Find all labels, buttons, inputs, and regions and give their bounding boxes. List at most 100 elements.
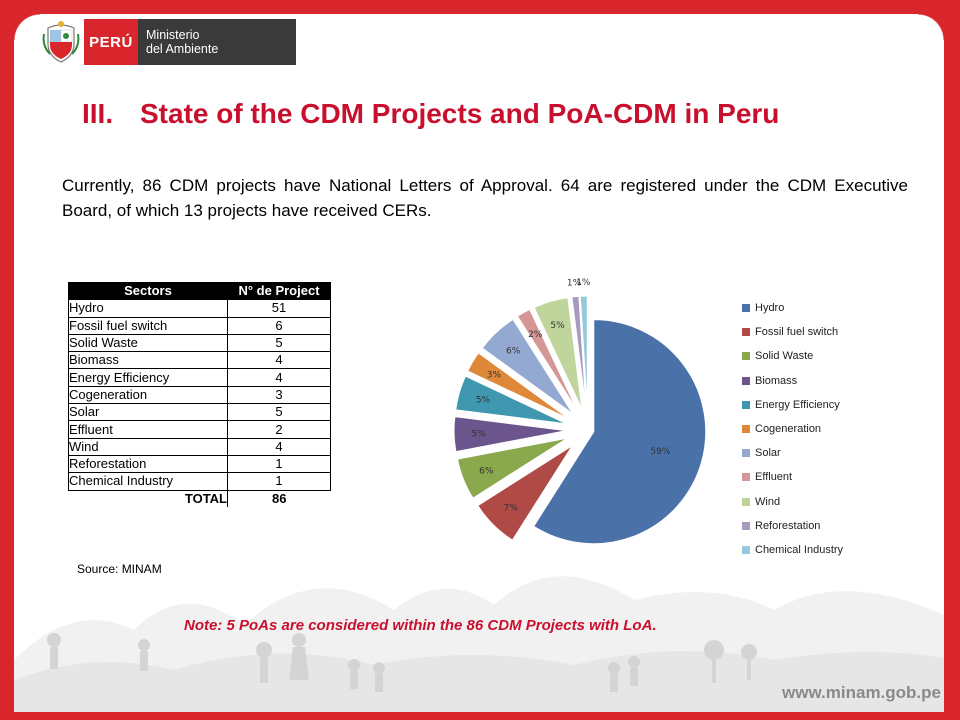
sector-cell: Solid Waste <box>68 333 228 353</box>
count-cell: 4 <box>227 368 331 387</box>
ministry-line-2: del Ambiente <box>146 42 219 56</box>
sector-cell: Cogeneration <box>68 385 228 405</box>
pie-slice-energy-efficiency <box>455 375 568 425</box>
legend-label: Hydro <box>755 302 785 315</box>
data-label-reforestation: 1% <box>567 279 582 289</box>
sector-cell: Chemical Industry <box>68 472 228 491</box>
legend-swatch <box>742 497 750 506</box>
legend-label: Wind <box>755 495 781 508</box>
table-row: Solar 5 <box>68 403 331 422</box>
ministry-label: Ministerio del Ambiente <box>138 19 296 65</box>
note-text: Note: 5 PoAs are considered within the 8… <box>184 617 657 634</box>
legend-swatch <box>742 473 750 482</box>
slide-title: III. State of the CDM Projects and PoA-CD… <box>82 98 882 130</box>
pie-slice-solid-waste <box>456 437 568 499</box>
legend-item: Fossil fuel switch <box>742 320 843 344</box>
frame-left <box>0 0 14 720</box>
data-label-chemical-industry: 1% <box>576 278 591 288</box>
coat-of-arms-icon <box>42 21 80 63</box>
data-label-cogeneration: 3% <box>487 370 502 380</box>
data-label-biomass: 5% <box>472 429 487 439</box>
source-label: Source: MINAM <box>77 562 162 576</box>
header-project-count: N° de Project <box>227 281 331 301</box>
legend-label: Effluent <box>755 471 793 484</box>
legend-swatch <box>742 376 750 385</box>
table-header-row: Sectors N° de Project <box>68 281 331 301</box>
frame-corner <box>918 14 944 40</box>
table-row: Wind 4 <box>68 437 331 456</box>
sector-cell: Biomass <box>68 351 228 370</box>
pie-slice-solar <box>481 318 574 415</box>
total-value: 86 <box>227 490 331 507</box>
legend-label: Cogeneration <box>755 423 822 436</box>
table-row: Biomass 4 <box>68 351 331 370</box>
website-url: www.minam.gob.pe <box>782 683 941 702</box>
title-text: State of the CDM Projects and PoA-CDM in… <box>140 98 780 129</box>
legend-item: Solar <box>742 441 843 465</box>
count-cell: 5 <box>227 333 331 353</box>
data-label-energy-efficiency: 5% <box>476 395 491 405</box>
count-cell: 5 <box>227 403 331 422</box>
frame-right <box>944 0 960 720</box>
table-row: Energy Efficiency 4 <box>68 368 331 387</box>
legend-item: Effluent <box>742 465 843 489</box>
count-cell: 51 <box>227 299 331 318</box>
legend-swatch <box>742 304 750 313</box>
title-number: III. <box>82 98 114 129</box>
table-row: Cogeneration 3 <box>68 385 331 405</box>
pie-slice-chemical-industry <box>579 295 588 409</box>
country-label: PERÚ <box>84 19 138 65</box>
legend-label: Chemical Industry <box>755 543 844 556</box>
pie-chart: 59% 7% 6% 5% 5% 3% 6% 2% 5% 1%1% <box>453 278 707 545</box>
sector-cell: Hydro <box>68 299 228 318</box>
legend-item: Biomass <box>742 369 843 393</box>
header-sectors: Sectors <box>68 281 228 301</box>
pie-slice-fossil-fuel-switch <box>477 445 573 541</box>
data-label-hydro: 59% <box>650 447 670 457</box>
legend-label: Fossil fuel switch <box>755 326 839 339</box>
count-cell: 6 <box>227 316 331 335</box>
table-row: Fossil fuel switch 6 <box>68 316 331 335</box>
sectors-table: Sectors N° de Project Hydro 51 Fossil fue… <box>68 281 331 507</box>
legend-item: Reforestation <box>742 514 843 538</box>
chart-legend: Hydro Fossil fuel switch Solid Waste Biomas… <box>742 296 843 562</box>
legend-item: Wind <box>742 490 843 514</box>
footer-landscape-illustration <box>14 576 944 712</box>
legend-swatch <box>742 352 750 361</box>
count-cell: 1 <box>227 454 331 474</box>
table-row: Chemical Industry 1 <box>68 472 331 491</box>
ministry-logo: PERÚ Ministerio del Ambiente <box>42 18 296 66</box>
intro-paragraph: Currently, 86 CDM projects have National… <box>62 176 908 220</box>
pie-slice-wind <box>533 297 583 410</box>
sector-cell: Reforestation <box>68 454 228 474</box>
count-cell: 4 <box>227 437 331 456</box>
data-label-solid-waste: 6% <box>479 466 494 476</box>
legend-label: Solar <box>755 447 781 460</box>
pie-slice-reforestation <box>571 295 587 409</box>
legend-swatch <box>742 449 750 458</box>
pie-slice-cogeneration <box>467 352 570 420</box>
legend-label: Reforestation <box>755 519 821 532</box>
legend-label: Biomass <box>755 374 798 387</box>
pie-slice-biomass <box>453 416 567 453</box>
sector-cell: Effluent <box>68 420 228 439</box>
data-label-wind: 5% <box>550 321 565 331</box>
total-label: TOTAL <box>184 490 227 506</box>
frame-corner <box>14 14 40 40</box>
sector-cell: Wind <box>68 437 228 456</box>
table-row: Hydro 51 <box>68 299 331 318</box>
pie-slice-effluent <box>516 308 578 411</box>
legend-item: Hydro <box>742 296 843 320</box>
sector-cell: Fossil fuel switch <box>68 316 228 335</box>
pie-slice-hydro <box>533 319 707 545</box>
legend-item: Chemical Industry <box>742 538 843 562</box>
legend-item: Solid Waste <box>742 344 843 368</box>
data-label-solar: 6% <box>506 346 521 356</box>
ministry-line-1: Ministerio <box>146 28 200 42</box>
legend-swatch <box>742 545 750 554</box>
legend-item: Cogeneration <box>742 417 843 441</box>
legend-swatch <box>742 400 750 409</box>
sector-cell: Energy Efficiency <box>68 368 228 387</box>
legend-swatch <box>742 328 750 337</box>
legend-swatch <box>742 521 750 530</box>
